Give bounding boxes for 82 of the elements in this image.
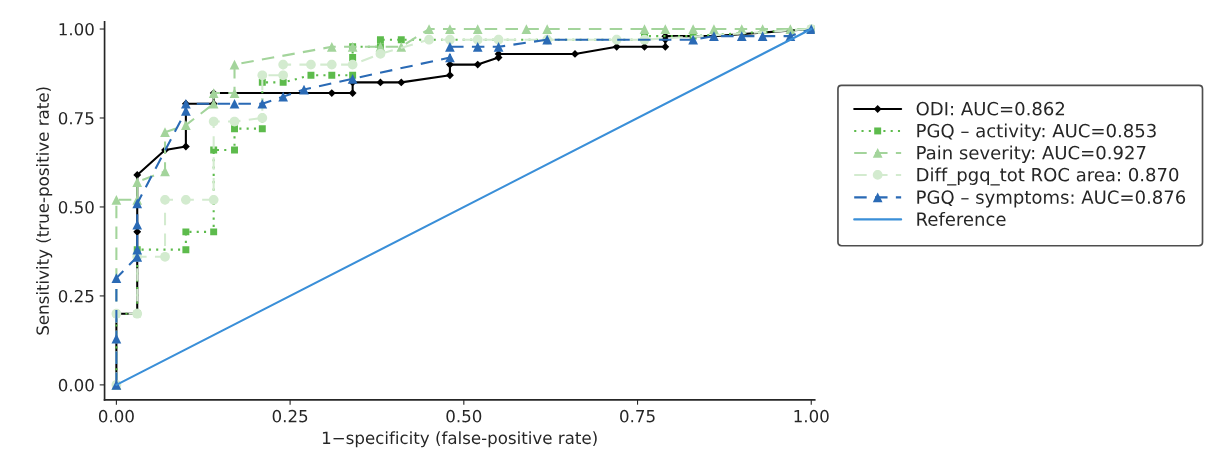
legend-label: PGQ – symptoms: AUC=0.876 [917, 190, 1186, 208]
legend-label: Reference [917, 212, 1006, 226]
point [445, 41, 455, 52]
point [424, 24, 434, 34]
y-tick-label: 0.75 [58, 111, 94, 125]
point [709, 24, 719, 34]
point [397, 36, 405, 44]
point [160, 127, 170, 138]
point [258, 125, 266, 133]
point [132, 177, 143, 187]
point [688, 34, 698, 45]
point [278, 70, 289, 81]
point [160, 251, 170, 262]
point [229, 116, 240, 127]
point [181, 120, 191, 130]
point [473, 60, 482, 69]
point [660, 24, 671, 34]
point [210, 228, 218, 236]
point [445, 71, 454, 80]
y-tick-label: 1.00 [59, 22, 94, 36]
point [307, 71, 315, 79]
point [736, 31, 747, 41]
point [424, 34, 434, 45]
point [181, 142, 190, 151]
point [688, 24, 698, 34]
point [306, 59, 316, 70]
point [376, 36, 384, 44]
point [521, 24, 532, 34]
point [133, 170, 142, 179]
x-tick-label: 0.00 [98, 409, 134, 423]
point [661, 42, 670, 51]
point [257, 113, 268, 123]
point [472, 24, 483, 34]
point [348, 89, 357, 97]
point [347, 73, 358, 84]
y-tick-label: 0.25 [58, 289, 94, 303]
point [397, 78, 406, 87]
legend-label: PGQ – activity: AUC=0.853 [917, 123, 1156, 142]
point [375, 49, 386, 59]
x-tick-label: 1.00 [794, 409, 829, 423]
point [326, 59, 337, 70]
point [472, 41, 483, 52]
point [229, 98, 240, 109]
x-tick-label: 0.25 [272, 409, 308, 423]
point [257, 98, 268, 109]
point [278, 59, 289, 70]
point [208, 116, 219, 127]
y-tick-label: 0.50 [58, 200, 94, 214]
legend-label: Diff_pgq_tot ROC area: 0.870 [917, 167, 1179, 186]
point [472, 34, 483, 45]
point [493, 34, 504, 45]
point [182, 246, 190, 254]
point [160, 194, 170, 205]
point [757, 31, 768, 41]
point [111, 273, 122, 283]
point [326, 41, 337, 52]
x-tick-label: 0.75 [620, 409, 655, 423]
point [132, 198, 143, 209]
point [571, 50, 579, 58]
point [181, 194, 191, 205]
point [445, 24, 455, 34]
x-axis-title: 1−specificity (false-positive rate) [322, 431, 597, 448]
point [376, 78, 385, 87]
point [111, 194, 122, 205]
point [542, 24, 553, 34]
point [639, 24, 650, 34]
point [493, 41, 504, 52]
legend-label: ODI: AUC=0.862 [916, 101, 1065, 116]
point [347, 59, 358, 70]
point [278, 91, 289, 102]
y-tick-label: 0.00 [58, 378, 94, 392]
point [229, 88, 240, 98]
legend-label: Pain severity: AUC=0.927 [917, 145, 1146, 164]
y-axis-title: Sensitivity (true-positive rate) [36, 87, 53, 335]
point [257, 70, 268, 81]
point [445, 52, 455, 63]
point [279, 78, 287, 86]
point [328, 71, 336, 79]
point [208, 194, 219, 205]
point [182, 228, 190, 236]
x-tick-label: 0.50 [446, 409, 482, 423]
point [445, 34, 455, 45]
